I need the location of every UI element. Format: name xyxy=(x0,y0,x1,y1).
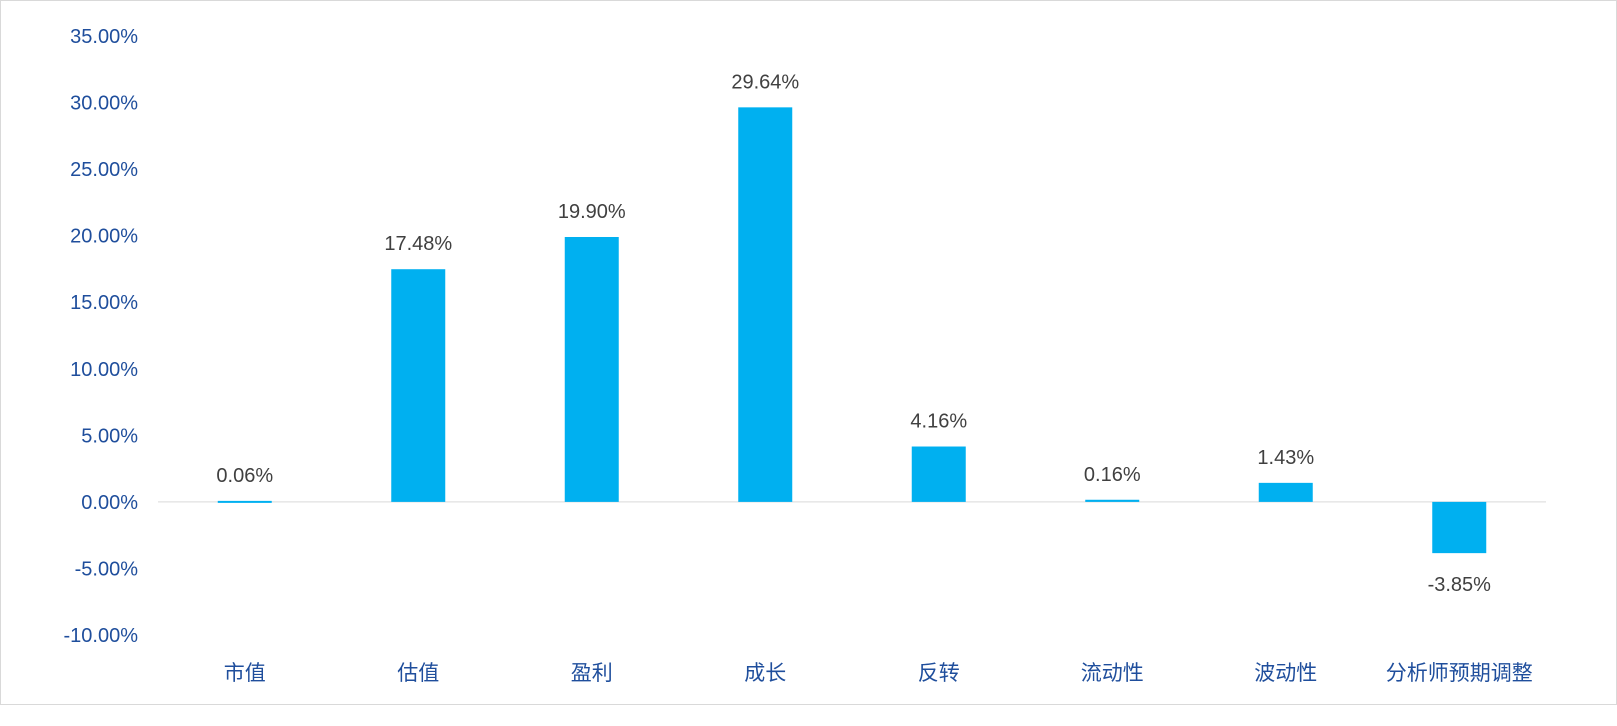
y-axis-ticks: 35.00% 30.00% 25.00% 20.00% 15.00% 10.00% 5.00… xyxy=(64,26,139,647)
y-tick-label: -10.00% xyxy=(64,625,139,647)
bar xyxy=(911,446,966,502)
bar xyxy=(391,269,446,502)
x-tick-label: 分析师预期调整 xyxy=(1386,661,1533,685)
x-tick-label: 盈利 xyxy=(571,661,613,685)
y-tick-label: 20.00% xyxy=(70,226,138,248)
y-tick-label: 30.00% xyxy=(70,93,138,115)
data-label: 1.43% xyxy=(1257,447,1314,469)
y-tick-label: 5.00% xyxy=(81,425,138,447)
bar xyxy=(738,107,793,502)
x-tick-label: 流动性 xyxy=(1081,661,1144,685)
x-tick-label: 成长 xyxy=(744,661,786,685)
data-labels: 0.06% 17.48% 19.90% 29.64% 4.16% 0.16% 1.43% -3… xyxy=(216,71,1491,596)
x-tick-label: 市值 xyxy=(224,661,266,685)
x-tick-label: 反转 xyxy=(918,661,960,685)
bar-series xyxy=(217,107,1487,554)
bar xyxy=(217,500,272,503)
y-tick-label: 15.00% xyxy=(70,292,138,314)
data-label: 17.48% xyxy=(384,233,452,255)
x-axis-ticks: 市值 估值 盈利 成长 反转 流动性 波动性 分析师预期调整 xyxy=(224,661,1533,685)
data-label: 0.06% xyxy=(216,465,273,487)
data-label: 4.16% xyxy=(910,411,967,433)
y-tick-label: -5.00% xyxy=(75,558,139,580)
data-label: 0.16% xyxy=(1084,464,1141,486)
y-tick-label: 35.00% xyxy=(70,26,138,48)
x-tick-label: 估值 xyxy=(397,661,439,685)
bar xyxy=(564,236,619,502)
y-tick-label: 10.00% xyxy=(70,359,138,381)
y-tick-label: 0.00% xyxy=(81,492,138,514)
bar-chart: 35.00% 30.00% 25.00% 20.00% 15.00% 10.00% 5.00… xyxy=(64,26,1546,685)
bar xyxy=(1258,482,1313,502)
bar xyxy=(1432,501,1487,554)
data-label: 19.90% xyxy=(558,201,626,223)
x-tick-label: 波动性 xyxy=(1254,661,1317,685)
chart-frame: 35.00% 30.00% 25.00% 20.00% 15.00% 10.00% 5.00… xyxy=(0,0,1617,705)
data-label: 29.64% xyxy=(731,71,799,93)
y-tick-label: 25.00% xyxy=(70,159,138,181)
data-label: -3.85% xyxy=(1428,574,1492,596)
bar xyxy=(1085,499,1140,502)
